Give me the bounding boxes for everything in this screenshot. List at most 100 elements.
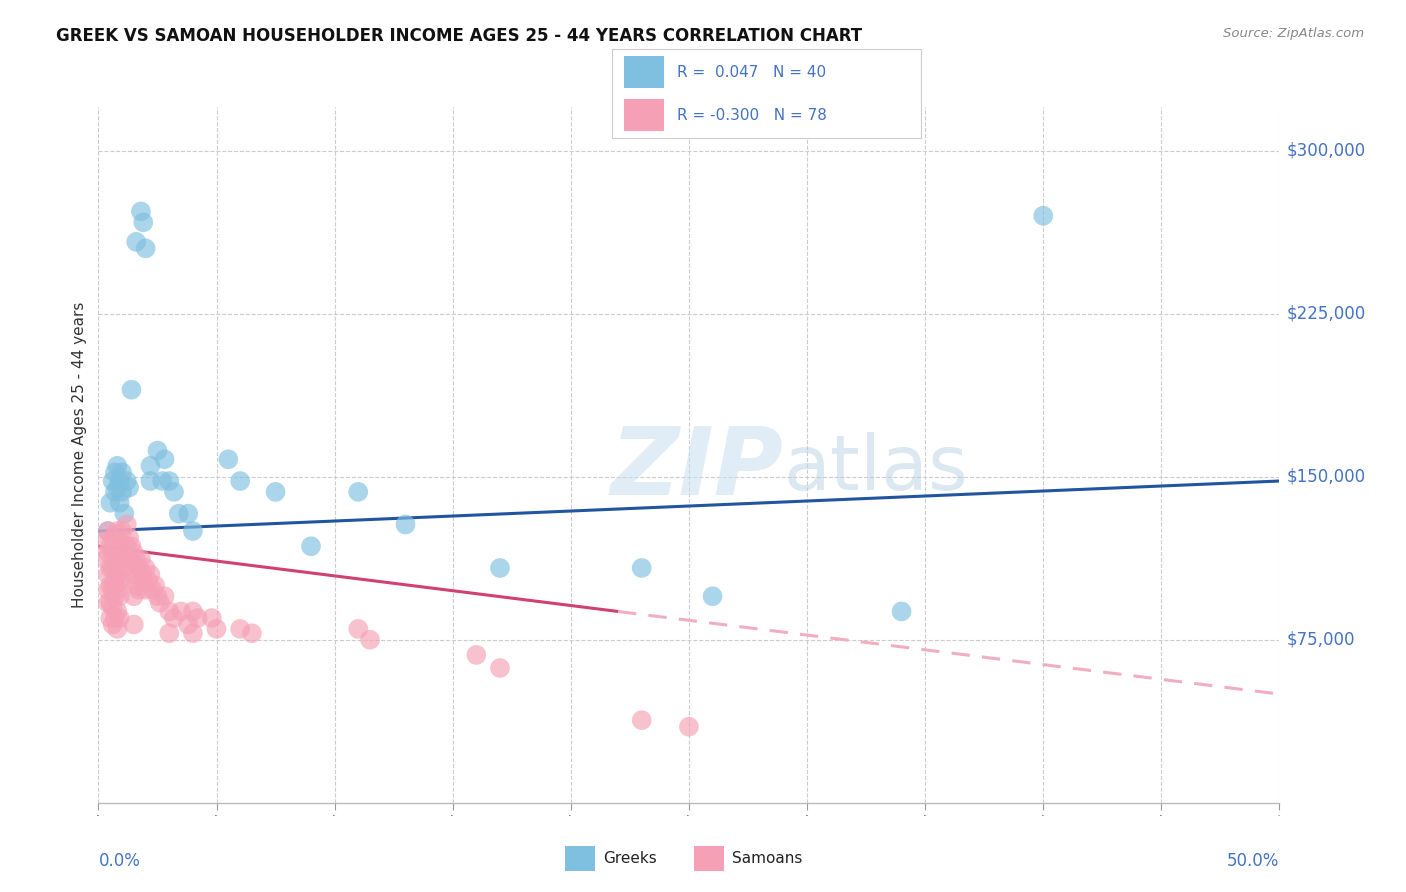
FancyBboxPatch shape	[565, 847, 595, 871]
Point	[135, 582, 157, 597]
Point	[104, 484, 127, 499]
Point	[201, 611, 224, 625]
Point	[97, 524, 120, 538]
Point	[98, 496, 121, 510]
Text: Samoans: Samoans	[733, 851, 803, 866]
Point	[129, 204, 152, 219]
Point	[105, 622, 128, 636]
Point	[101, 561, 124, 575]
Point	[157, 626, 180, 640]
Point	[112, 507, 135, 521]
Point	[187, 611, 209, 625]
Point	[112, 561, 135, 575]
Point	[125, 235, 148, 249]
Point	[101, 617, 124, 632]
Point	[702, 589, 724, 603]
Text: $150,000: $150,000	[1286, 467, 1365, 485]
Point	[104, 589, 127, 603]
Point	[129, 574, 152, 588]
Point	[125, 578, 148, 592]
Point	[229, 474, 252, 488]
Point	[139, 474, 162, 488]
Point	[489, 661, 512, 675]
Point	[118, 552, 141, 566]
Point	[630, 713, 652, 727]
FancyBboxPatch shape	[624, 99, 664, 131]
Text: GREEK VS SAMOAN HOUSEHOLDER INCOME AGES 25 - 44 YEARS CORRELATION CHART: GREEK VS SAMOAN HOUSEHOLDER INCOME AGES …	[56, 27, 862, 45]
Point	[142, 582, 165, 597]
Point	[97, 596, 120, 610]
Point	[111, 574, 134, 588]
Point	[108, 535, 131, 549]
Point	[108, 474, 131, 488]
Point	[97, 546, 120, 560]
Point	[122, 546, 145, 560]
Y-axis label: Householder Income Ages 25 - 44 years: Householder Income Ages 25 - 44 years	[72, 301, 87, 608]
Point	[98, 611, 121, 625]
Point	[678, 720, 700, 734]
Point	[104, 574, 127, 588]
Point	[347, 622, 370, 636]
Point	[115, 539, 138, 553]
Text: $300,000: $300,000	[1286, 142, 1365, 160]
Point	[108, 589, 131, 603]
Point	[104, 557, 127, 571]
Point	[105, 546, 128, 560]
Point	[135, 241, 157, 255]
Point	[205, 622, 228, 636]
Point	[111, 484, 134, 499]
Point	[97, 567, 120, 582]
Point	[181, 524, 204, 538]
Point	[181, 626, 204, 640]
Point	[229, 622, 252, 636]
Point	[115, 474, 138, 488]
Point	[104, 611, 127, 625]
Point	[111, 466, 134, 480]
Point	[121, 383, 143, 397]
Point	[177, 507, 200, 521]
Point	[163, 484, 186, 499]
Text: $75,000: $75,000	[1286, 631, 1355, 648]
Point	[135, 561, 157, 575]
Point	[139, 458, 162, 473]
Point	[118, 481, 141, 495]
Point	[167, 507, 190, 521]
Point	[264, 484, 287, 499]
Point	[139, 567, 162, 582]
Text: 50.0%: 50.0%	[1227, 852, 1279, 870]
Point	[143, 578, 166, 592]
Point	[146, 443, 169, 458]
Point	[105, 524, 128, 538]
Point	[108, 611, 131, 625]
Text: Greeks: Greeks	[603, 851, 657, 866]
Point	[94, 552, 117, 566]
Point	[104, 466, 127, 480]
Point	[122, 589, 145, 603]
FancyBboxPatch shape	[624, 56, 664, 88]
Point	[347, 484, 370, 499]
Point	[1032, 209, 1054, 223]
Point	[394, 517, 416, 532]
Point	[98, 596, 121, 610]
Point	[105, 605, 128, 619]
Point	[105, 458, 128, 473]
Point	[104, 539, 127, 553]
Point	[129, 552, 152, 566]
Text: R = -0.300   N = 78: R = -0.300 N = 78	[676, 108, 827, 122]
Point	[122, 567, 145, 582]
Point	[105, 481, 128, 495]
Point	[108, 496, 131, 510]
Point	[101, 531, 124, 545]
Point	[163, 611, 186, 625]
Point	[111, 524, 134, 538]
Point	[125, 552, 148, 566]
Point	[115, 517, 138, 532]
Point	[890, 605, 912, 619]
Point	[98, 561, 121, 575]
Text: 0.0%: 0.0%	[98, 852, 141, 870]
Point	[132, 567, 155, 582]
Point	[98, 578, 121, 592]
Point	[108, 552, 131, 566]
Point	[136, 574, 159, 588]
Point	[489, 561, 512, 575]
